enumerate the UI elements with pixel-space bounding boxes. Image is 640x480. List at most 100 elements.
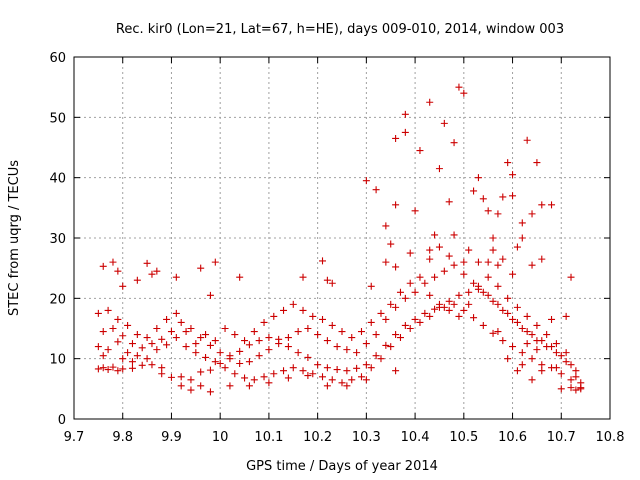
data-point xyxy=(392,201,400,209)
data-point xyxy=(392,367,400,375)
data-point xyxy=(552,349,560,357)
data-point xyxy=(421,279,429,287)
data-point xyxy=(572,386,580,394)
data-point xyxy=(206,366,214,374)
data-point xyxy=(392,303,400,311)
data-point xyxy=(211,258,219,266)
x-tick-label: 10.4 xyxy=(401,430,430,445)
data-point xyxy=(362,340,370,348)
data-point xyxy=(572,373,580,381)
data-point xyxy=(455,291,463,299)
data-point xyxy=(270,312,278,320)
data-point xyxy=(411,207,419,215)
data-point xyxy=(309,312,317,320)
data-point xyxy=(231,331,239,339)
data-point xyxy=(528,376,536,384)
data-point xyxy=(99,262,107,270)
data-point xyxy=(567,384,575,392)
data-point xyxy=(323,382,331,390)
data-point xyxy=(411,315,419,323)
data-point xyxy=(392,331,400,339)
data-point xyxy=(177,318,185,326)
data-point xyxy=(577,384,585,392)
y-tick-label: 0 xyxy=(58,413,66,428)
x-tick-label: 9.8 xyxy=(112,430,133,445)
data-point xyxy=(294,349,302,357)
x-tick-label: 9.7 xyxy=(64,430,85,445)
data-point xyxy=(304,372,312,380)
data-point xyxy=(387,343,395,351)
data-point xyxy=(538,367,546,375)
data-point xyxy=(260,373,268,381)
data-point xyxy=(465,246,473,254)
data-point xyxy=(187,325,195,332)
data-point xyxy=(343,382,351,390)
data-point xyxy=(114,315,122,323)
data-point xyxy=(197,334,205,342)
data-point xyxy=(445,306,453,314)
data-point xyxy=(470,187,478,195)
data-point xyxy=(294,328,302,336)
data-point xyxy=(509,315,517,323)
data-point xyxy=(309,370,317,378)
data-point xyxy=(353,364,361,372)
y-tick-label: 30 xyxy=(49,232,66,247)
data-point xyxy=(104,366,112,374)
data-point xyxy=(431,273,439,281)
data-point xyxy=(143,334,151,342)
data-point xyxy=(138,344,146,352)
data-point xyxy=(548,343,556,351)
data-point xyxy=(538,201,546,209)
data-point xyxy=(528,261,536,269)
data-point xyxy=(411,288,419,296)
data-point xyxy=(431,231,439,239)
data-point xyxy=(440,119,448,127)
data-point xyxy=(187,376,195,384)
data-points xyxy=(94,83,585,396)
data-point xyxy=(387,300,395,308)
data-point xyxy=(435,165,443,173)
data-point xyxy=(206,341,214,349)
data-point xyxy=(509,270,517,278)
data-point xyxy=(426,98,434,106)
data-point xyxy=(513,243,521,251)
data-point xyxy=(226,382,234,390)
x-tick-label: 9.9 xyxy=(161,430,182,445)
data-point xyxy=(392,263,400,271)
data-point xyxy=(260,318,268,326)
data-point xyxy=(182,328,190,336)
data-point xyxy=(523,328,531,336)
data-point xyxy=(148,270,156,278)
data-point xyxy=(392,134,400,142)
data-point xyxy=(489,246,497,254)
data-point xyxy=(338,379,346,387)
x-tick-label: 10.2 xyxy=(303,430,332,445)
data-point xyxy=(382,222,390,230)
data-point xyxy=(245,341,253,349)
x-tick-label: 10.5 xyxy=(449,430,478,445)
data-point xyxy=(401,294,409,302)
data-point xyxy=(470,314,478,322)
data-point xyxy=(523,136,531,144)
data-point xyxy=(509,192,517,200)
data-point xyxy=(362,177,370,185)
y-tick-label: 40 xyxy=(49,172,66,187)
y-tick-labels: 0 10 20 30 40 50 60 xyxy=(49,51,66,428)
data-point xyxy=(528,331,536,339)
data-point xyxy=(202,353,210,361)
data-point xyxy=(216,349,224,357)
data-point xyxy=(465,288,473,296)
data-point xyxy=(567,376,575,384)
data-point xyxy=(396,288,404,296)
data-point xyxy=(416,273,424,281)
data-point xyxy=(158,364,166,372)
data-point xyxy=(167,328,175,336)
data-point xyxy=(221,325,229,332)
data-point xyxy=(455,83,463,91)
data-point xyxy=(206,291,214,299)
data-point xyxy=(357,373,365,381)
data-point xyxy=(99,364,107,372)
data-point xyxy=(504,294,512,302)
data-point xyxy=(250,328,258,336)
